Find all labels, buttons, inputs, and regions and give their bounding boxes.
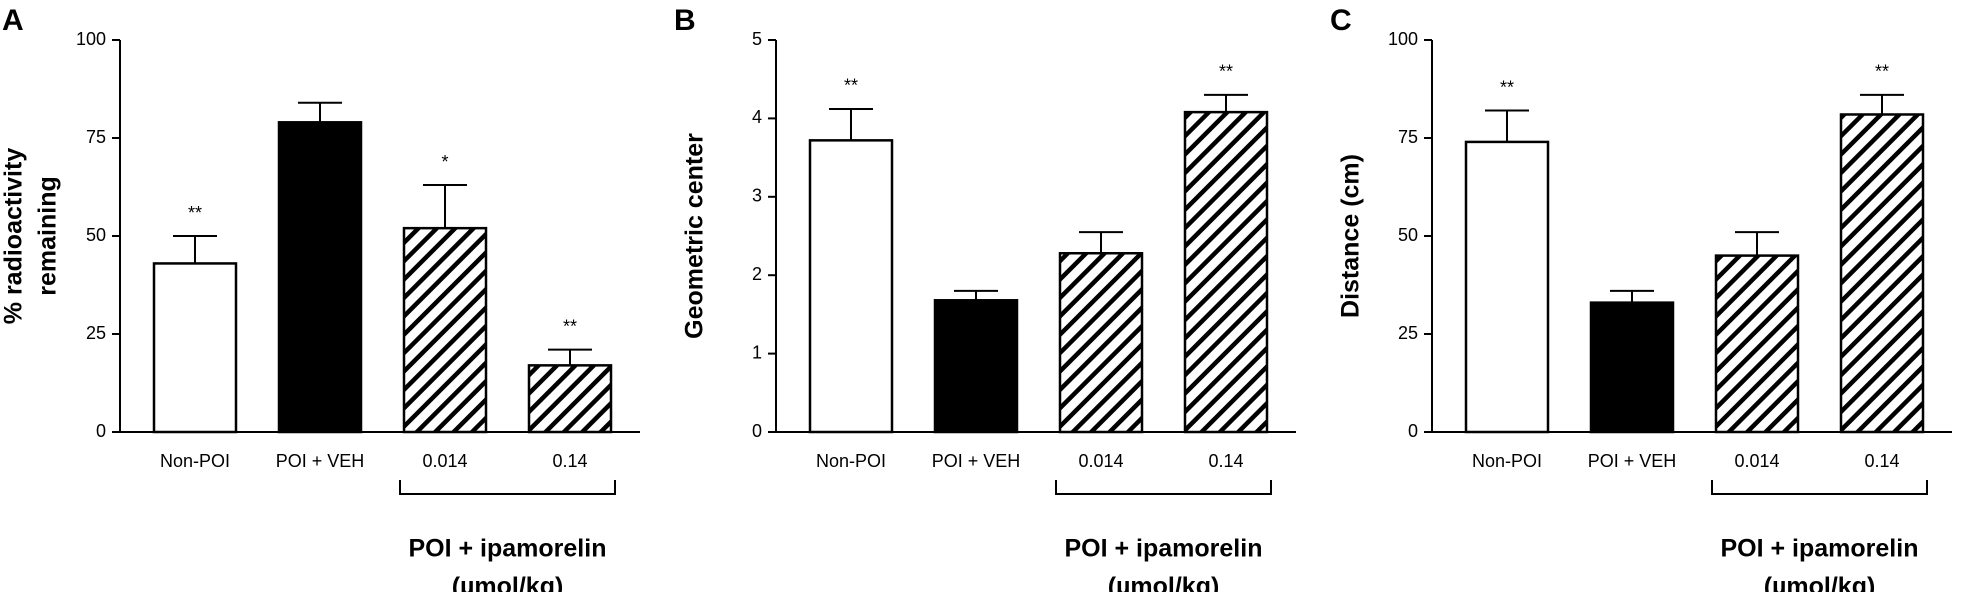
x-tick-label: 0.014 xyxy=(1734,451,1779,471)
x-tick-label: Non-POI xyxy=(816,451,886,471)
group-label: (µmol/kg) xyxy=(452,573,564,592)
y-axis-label: Geometric center xyxy=(681,133,709,339)
y-axis-label: % radioactivity xyxy=(0,148,28,325)
significance: ** xyxy=(188,203,202,223)
y-tick-label: 5 xyxy=(752,29,762,49)
significance: ** xyxy=(1219,62,1233,82)
group-label: (µmol/kg) xyxy=(1764,573,1876,592)
y-tick-label: 0 xyxy=(752,421,762,441)
x-tick-label: 0.14 xyxy=(1208,451,1243,471)
y-tick-label: 3 xyxy=(752,186,762,206)
group-label: POI + ipamorelin xyxy=(1065,535,1263,563)
significance: ** xyxy=(1500,77,1514,97)
bar xyxy=(277,121,363,434)
group-label: POI + ipamorelin xyxy=(409,535,607,563)
x-tick-label: POI + VEH xyxy=(276,451,365,471)
x-tick-label: 0.14 xyxy=(552,451,587,471)
y-tick-label: 1 xyxy=(752,342,762,362)
bar xyxy=(152,262,238,434)
panel-letter: B xyxy=(674,4,696,37)
x-tick-label: 0.014 xyxy=(1078,451,1123,471)
x-tick-label: 0.14 xyxy=(1864,451,1899,471)
bar xyxy=(1589,301,1675,434)
y-tick-label: 0 xyxy=(1408,421,1418,441)
panel-letter: C xyxy=(1330,4,1352,37)
y-tick-label: 75 xyxy=(1398,127,1418,147)
bar xyxy=(402,226,488,434)
group-bracket xyxy=(1711,480,1928,495)
group-bracket xyxy=(399,480,616,495)
panel: A % radioactivity remaining 0 25 50 75 100 ** Non… xyxy=(0,4,640,592)
y-tick-label: 25 xyxy=(1398,323,1418,343)
x-tick-label: Non-POI xyxy=(1472,451,1542,471)
y-tick-label: 100 xyxy=(76,29,106,49)
x-tick-label: POI + VEH xyxy=(932,451,1021,471)
bar xyxy=(1183,110,1269,434)
panel: C Distance (cm) 0 25 50 75 100 ** Non-POI POI + V… xyxy=(1330,4,1952,592)
y-tick-label: 75 xyxy=(86,127,106,147)
significance: ** xyxy=(563,316,577,336)
group-label: POI + ipamorelin xyxy=(1721,535,1919,563)
y-tick-label: 4 xyxy=(752,107,762,127)
group-label: (µmol/kg) xyxy=(1108,573,1220,592)
y-tick-label: 50 xyxy=(1398,225,1418,245)
x-tick-label: Non-POI xyxy=(160,451,230,471)
y-tick-label: 50 xyxy=(86,225,106,245)
panel-letter: A xyxy=(2,4,24,37)
y-tick-label: 2 xyxy=(752,264,762,284)
panel: B Geometric center 0 1 2 3 4 5 ** Non-POI POI + VE… xyxy=(674,4,1296,592)
bar xyxy=(933,299,1019,434)
bar xyxy=(1058,251,1144,434)
y-tick-label: 25 xyxy=(86,323,106,343)
bar xyxy=(1464,140,1550,434)
significance: ** xyxy=(1875,62,1889,82)
y-tick-label: 100 xyxy=(1388,29,1418,49)
x-tick-label: POI + VEH xyxy=(1588,451,1677,471)
bar xyxy=(527,364,613,434)
x-tick-label: 0.014 xyxy=(422,451,467,471)
significance: ** xyxy=(844,76,858,96)
bar xyxy=(1714,254,1800,434)
y-axis-label: Distance (cm) xyxy=(1337,154,1365,318)
y-axis-label: remaining xyxy=(34,176,62,295)
bar xyxy=(1839,113,1925,434)
bar xyxy=(808,139,894,434)
group-bracket xyxy=(1055,480,1272,495)
significance: * xyxy=(441,152,448,172)
y-tick-label: 0 xyxy=(96,421,106,441)
